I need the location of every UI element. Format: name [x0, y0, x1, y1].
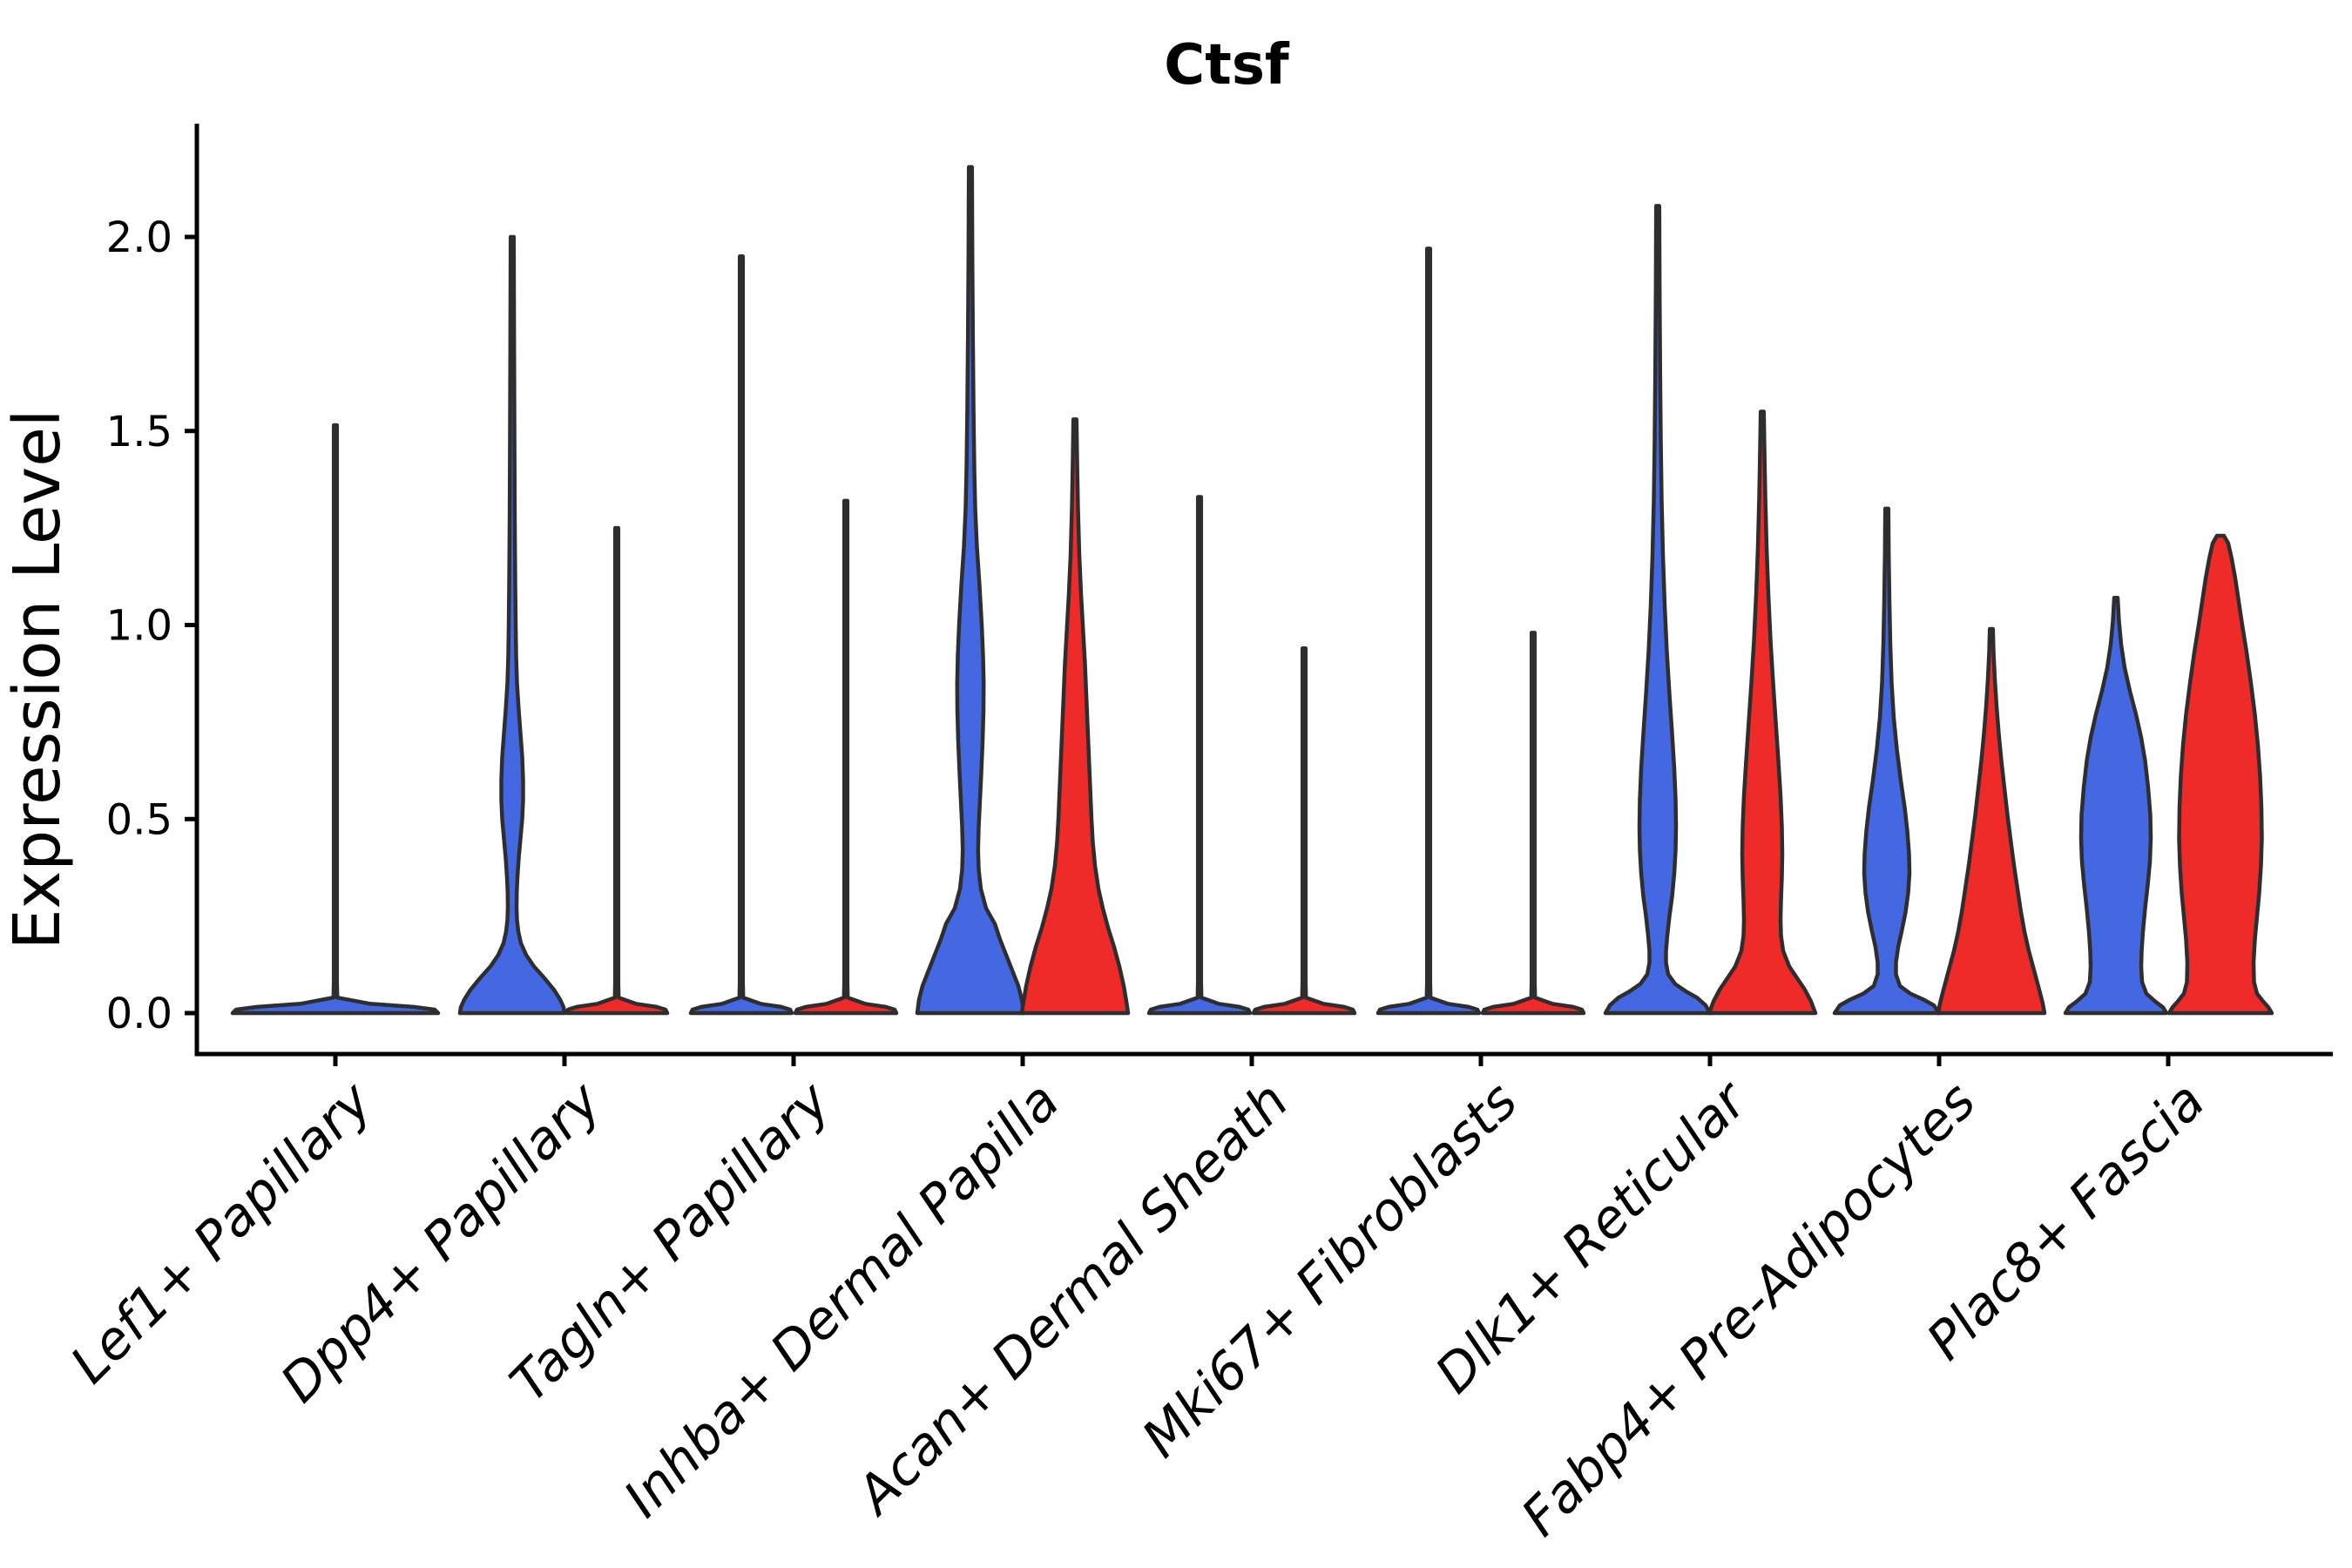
violin-mki67-fibroblasts-blue [1375, 247, 1482, 1016]
violin-acan-dermal-sheath-blue [1146, 495, 1253, 1016]
violin-inhba-dermal-papilla-red [1019, 417, 1131, 1016]
violin-lef1-papillary-single [230, 422, 441, 1016]
violin-acan-dermal-sheath-red [1251, 645, 1357, 1016]
violin-plac8-fascia-blue [2063, 596, 2169, 1016]
violin-dlk1-reticular-blue [1603, 204, 1713, 1016]
violin-dpp4-papillary-blue [457, 234, 567, 1016]
violin-fabp4-pre-adipocytes-red [1936, 626, 2047, 1016]
y-tick-label-0.0: 0.0 [106, 990, 172, 1038]
x-tick-label-mki67-fibroblasts: Mki67+ Fibroblasts [1131, 1071, 1530, 1470]
violin-mki67-fibroblasts-red [1480, 631, 1586, 1016]
y-tick-label-1.5: 1.5 [106, 408, 172, 456]
violin-plac8-fascia-red [2166, 533, 2274, 1016]
violin-inhba-dermal-papilla-blue [915, 165, 1026, 1016]
violin-tagln-papillary-blue [688, 254, 794, 1016]
violin-dpp4-papillary-red [564, 525, 670, 1016]
violin-dlk1-reticular-red [1707, 409, 1818, 1016]
chart-title: Ctsf [1164, 33, 1290, 98]
y-axis-label: Expression Level [0, 409, 75, 950]
axes: 0.0 0.5 1.0 1.5 2.0 [106, 124, 2333, 1066]
violins-layer [230, 165, 2274, 1016]
y-tick-label-1.0: 1.0 [106, 602, 172, 651]
violin-tagln-papillary-red [793, 498, 899, 1016]
x-tick-label-acan-dermal-sheath: Acan+ Dermal Sheath [843, 1071, 1301, 1528]
x-tick-label-inhba-dermal-papilla: Inhba+ Dermal Papilla [612, 1071, 1071, 1529]
x-tick-label-fabp4-pre-adipocytes: Fabp4+ Pre-Adipocytes [1510, 1071, 1987, 1548]
y-tick-label-2.0: 2.0 [106, 213, 172, 262]
y-tick-label-0.5: 0.5 [106, 795, 172, 844]
violin-fabp4-pre-adipocytes-blue [1832, 506, 1942, 1016]
